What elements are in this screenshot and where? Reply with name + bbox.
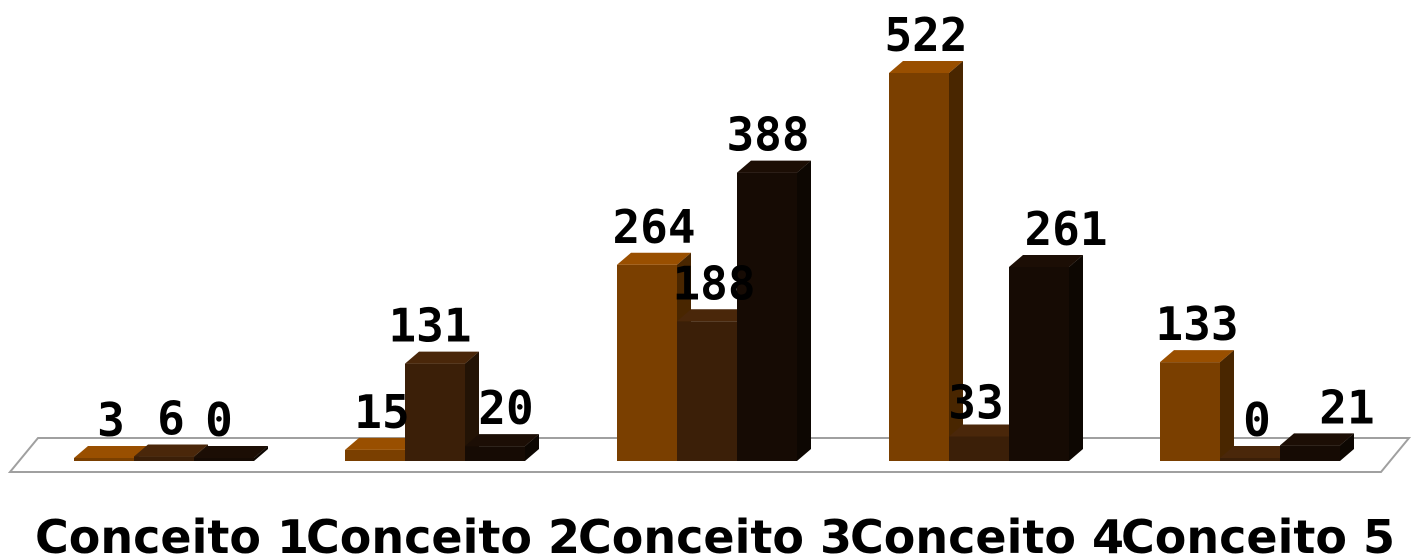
bar-top [465, 434, 539, 447]
bar-top [405, 351, 479, 364]
bar-front [617, 264, 677, 461]
category-label: Conceito 1 [35, 510, 309, 558]
bar-top [345, 437, 419, 450]
bar-top [1160, 350, 1234, 363]
bar-front [677, 321, 737, 461]
category-label: Conceito 4 [850, 510, 1124, 558]
category-label: Conceito 5 [1121, 510, 1395, 558]
bar-side [465, 351, 479, 461]
data-label: 388 [726, 108, 809, 162]
bar-side [525, 434, 539, 461]
data-label: 21 [1319, 380, 1374, 434]
bar-top [134, 444, 208, 457]
data-label: 0 [1243, 393, 1271, 447]
data-label: 15 [354, 385, 409, 439]
bar [465, 434, 539, 461]
data-label: 20 [478, 381, 533, 435]
bar-front [1160, 362, 1220, 461]
bar-front [1280, 445, 1340, 461]
bar [737, 160, 811, 461]
bar-top [737, 160, 811, 173]
bar-top [1280, 433, 1354, 446]
bar [405, 351, 479, 461]
category-label: Conceito 2 [306, 510, 580, 558]
bar-front [1009, 267, 1069, 461]
data-label: 261 [1024, 202, 1107, 256]
bar-top [617, 252, 691, 265]
bar-front [74, 458, 134, 461]
bar-top [889, 61, 963, 73]
bar-front [194, 458, 254, 461]
data-label: 6 [157, 392, 185, 446]
bar-top [194, 446, 268, 458]
bar-front [465, 446, 525, 461]
data-label: 188 [672, 256, 755, 310]
bar-side [797, 160, 811, 461]
bar-top [1220, 446, 1294, 458]
bar [1160, 350, 1234, 461]
bar-front [889, 73, 949, 461]
bar-top [1009, 255, 1083, 267]
bar [1280, 433, 1354, 461]
data-label: 133 [1155, 297, 1238, 351]
bar-front [949, 436, 1009, 461]
bar-side [1340, 433, 1354, 461]
category-label: Conceito 3 [578, 510, 852, 558]
bar-top [677, 309, 751, 322]
bar-front [405, 363, 465, 461]
bar-side [1220, 350, 1234, 461]
data-label: 33 [948, 375, 1003, 429]
bar-side [949, 61, 963, 461]
bar [194, 446, 268, 461]
bar-top [949, 424, 1023, 437]
bar-front [737, 172, 797, 461]
data-label: 0 [205, 393, 233, 447]
data-label: 131 [388, 299, 471, 353]
bar-side [254, 446, 268, 461]
data-label: 522 [884, 8, 967, 62]
bars [74, 61, 1354, 461]
bar-front [345, 449, 405, 461]
bar [889, 61, 963, 461]
bar-front [134, 456, 194, 461]
data-label: 264 [612, 200, 695, 254]
bar-top [74, 446, 148, 458]
bar-front [1220, 458, 1280, 461]
bar-side [1069, 255, 1083, 461]
bar [1009, 255, 1083, 461]
data-label: 3 [97, 393, 125, 447]
